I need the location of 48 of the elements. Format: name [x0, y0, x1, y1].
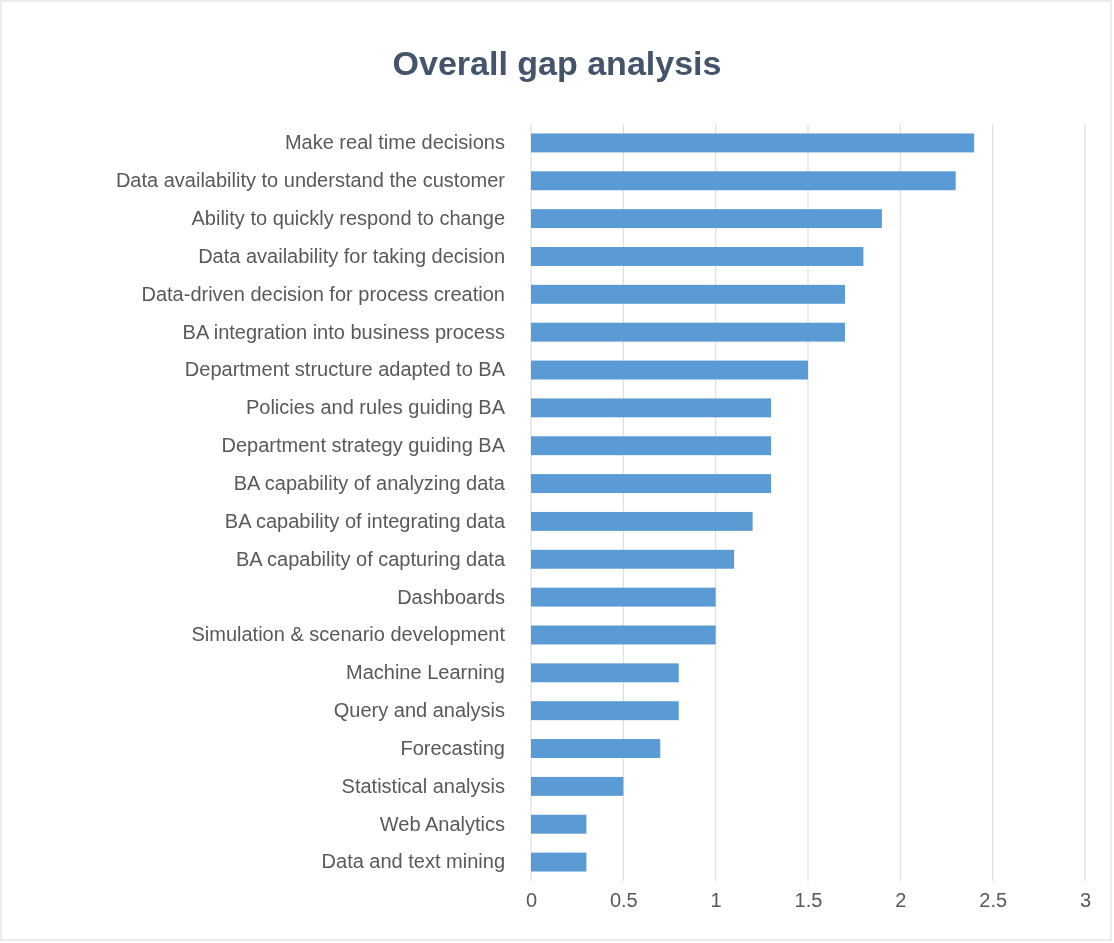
bar — [531, 474, 772, 494]
bar — [531, 587, 716, 607]
bar — [531, 322, 845, 342]
y-tick-label: Policies and rules guiding BA — [245, 396, 506, 419]
bar — [531, 398, 772, 418]
bar — [531, 776, 624, 796]
x-tick-label: 2.5 — [979, 889, 1008, 912]
y-tick-label: Data availability to understand the customer — [115, 169, 506, 192]
y-tick-label: BA capability of capturing data — [235, 547, 506, 570]
x-tick-label: 0 — [525, 889, 538, 912]
bar — [531, 549, 735, 569]
bar — [531, 511, 753, 531]
y-tick-label: Simulation & scenario development — [191, 623, 506, 646]
y-tick-label: BA capability of integrating data — [224, 509, 506, 532]
y-tick-label: Statistical analysis — [341, 774, 505, 797]
bar — [531, 247, 864, 266]
y-tick-label: Make real time decisions — [284, 131, 505, 154]
bar — [531, 209, 882, 229]
y-tick-label: Query and analysis — [333, 699, 505, 722]
x-tick-label: 1.5 — [794, 889, 823, 912]
bar — [531, 171, 956, 191]
y-tick-label: Machine Learning — [346, 661, 505, 684]
y-tick-label: Data and text mining — [321, 850, 505, 873]
x-tick-label: 1 — [710, 889, 722, 912]
y-tick-label: Department structure adapted to BA — [184, 358, 506, 381]
bar — [531, 701, 679, 721]
y-tick-label: Ability to quickly respond to change — [191, 207, 505, 230]
y-tick-label: Web Analytics — [379, 812, 505, 835]
chart-title: Overall gap analysis — [392, 44, 722, 82]
x-tick-label: 0.5 — [609, 889, 638, 912]
bar — [531, 360, 808, 380]
bar — [531, 284, 845, 304]
y-tick-label: BA integration into business process — [182, 320, 505, 343]
bar — [531, 625, 716, 645]
x-tick-label: 2 — [895, 889, 907, 912]
y-tick-label: Dashboards — [397, 585, 505, 608]
bar — [531, 814, 587, 834]
bar — [531, 663, 679, 683]
y-tick-label: BA capability of analyzing data — [233, 471, 506, 494]
bar — [531, 436, 772, 456]
y-tick-label: Data-driven decision for process creation — [141, 282, 505, 305]
bar — [531, 133, 975, 153]
y-tick-label: Data availability for taking decision — [198, 244, 505, 267]
bar — [531, 852, 587, 872]
y-tick-label: Department strategy guiding BA — [221, 434, 506, 457]
y-tick-label: Forecasting — [400, 736, 505, 759]
x-tick-label: 3 — [1079, 889, 1092, 912]
bar — [531, 739, 661, 758]
